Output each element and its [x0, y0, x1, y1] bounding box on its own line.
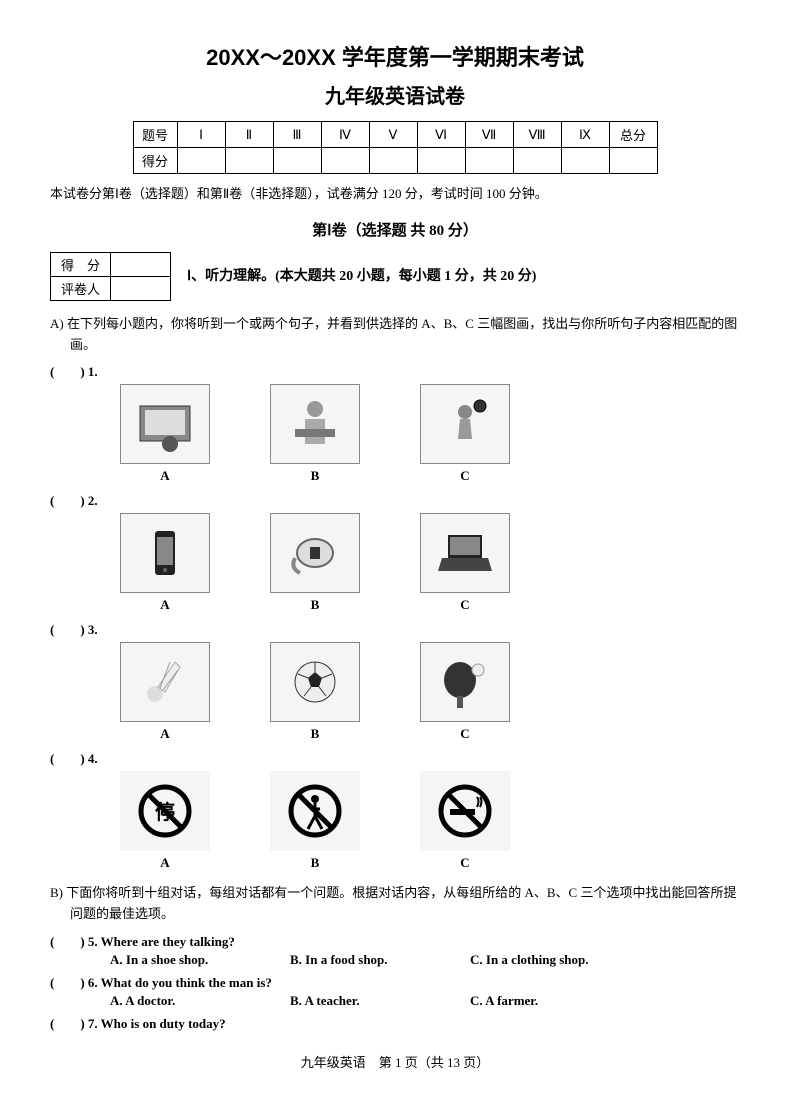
- pingpong-icon: [420, 642, 510, 722]
- score-cell[interactable]: [417, 148, 465, 174]
- row-header: 题号: [133, 122, 177, 148]
- reviewer-value[interactable]: [111, 276, 171, 300]
- text-question: ( ) 7. Who is on duty today?: [50, 1013, 740, 1032]
- section-header: 第Ⅰ卷（选择题 共 80 分）: [50, 219, 740, 240]
- main-title: 20XX～20XX 学年度第一学期期末考试: [50, 40, 740, 72]
- text-options-row: A. In a shoe shop.B. In a food shop.C. I…: [50, 952, 740, 968]
- no-smoke-icon: [420, 771, 510, 851]
- text-option: B. In a food shop.: [290, 952, 470, 968]
- question-number: ( ) 4.: [50, 748, 740, 767]
- image-option: B: [270, 513, 360, 613]
- text-option: A. A doctor.: [110, 993, 290, 1009]
- option-label: A: [120, 726, 210, 742]
- option-label: B: [270, 726, 360, 742]
- part-a-description: A) 在下列每小题内，你将听到一个或两个句子，并看到供选择的 A、B、C 三幅图…: [50, 314, 740, 356]
- question-number: ( ) 3.: [50, 619, 740, 638]
- score-cell[interactable]: [177, 148, 225, 174]
- image-option: C: [420, 642, 510, 742]
- score-cell[interactable]: [561, 148, 609, 174]
- image-options-row: A B C: [50, 513, 740, 613]
- image-options-row: A B C: [50, 384, 740, 484]
- watch-icon: [270, 513, 360, 593]
- score-value[interactable]: [111, 252, 171, 276]
- score-table: 题号 Ⅰ Ⅱ Ⅲ Ⅳ Ⅴ Ⅵ Ⅶ Ⅷ Ⅸ 总分 得分: [133, 121, 658, 174]
- image-option: C: [420, 384, 510, 484]
- image-option: B: [270, 771, 360, 871]
- image-options-row: 停A B C: [50, 771, 740, 871]
- no-stop-icon: 停: [120, 771, 210, 851]
- soccer-icon: [420, 384, 510, 464]
- option-label: B: [270, 597, 360, 613]
- option-label: B: [270, 468, 360, 484]
- text-option: C. A farmer.: [470, 993, 650, 1009]
- option-label: C: [420, 597, 510, 613]
- tv-icon: [120, 384, 210, 464]
- shuttlecock-icon: [120, 642, 210, 722]
- image-option: C: [420, 513, 510, 613]
- text-options-row: A. A doctor.B. A teacher.C. A farmer.: [50, 993, 740, 1009]
- image-option: A: [120, 642, 210, 742]
- col-header: Ⅳ: [321, 122, 369, 148]
- part-b-description: B) 下面你将听到十组对话，每组对话都有一个问题。根据对话内容，从每组所给的 A…: [50, 883, 740, 925]
- score-label: 得 分: [51, 252, 111, 276]
- score-cell[interactable]: [321, 148, 369, 174]
- grader-table: 得 分 评卷人: [50, 252, 171, 301]
- col-header: Ⅵ: [417, 122, 465, 148]
- sub-title: 九年级英语试卷: [50, 80, 740, 109]
- question-number: ( ) 1.: [50, 361, 740, 380]
- image-option: A: [120, 513, 210, 613]
- col-header: Ⅸ: [561, 122, 609, 148]
- no-walk-icon: [270, 771, 360, 851]
- option-label: B: [270, 855, 360, 871]
- reading-icon: [270, 384, 360, 464]
- score-cell[interactable]: [609, 148, 657, 174]
- score-cell[interactable]: [465, 148, 513, 174]
- option-label: C: [420, 468, 510, 484]
- score-cell[interactable]: [513, 148, 561, 174]
- laptop-icon: [420, 513, 510, 593]
- option-label: C: [420, 726, 510, 742]
- option-label: A: [120, 468, 210, 484]
- image-option: 停A: [120, 771, 210, 871]
- reviewer-label: 评卷人: [51, 276, 111, 300]
- image-option: C: [420, 771, 510, 871]
- col-header: 总分: [609, 122, 657, 148]
- option-label: A: [120, 597, 210, 613]
- col-header: Ⅴ: [369, 122, 417, 148]
- option-label: A: [120, 855, 210, 871]
- score-cell[interactable]: [225, 148, 273, 174]
- text-question: ( ) 5. Where are they talking?: [50, 931, 740, 950]
- image-options-row: A B C: [50, 642, 740, 742]
- col-header: Ⅷ: [513, 122, 561, 148]
- col-header: Ⅱ: [225, 122, 273, 148]
- question-number: ( ) 2.: [50, 490, 740, 509]
- phone-icon: [120, 513, 210, 593]
- text-question: ( ) 6. What do you think the man is?: [50, 972, 740, 991]
- text-option: C. In a clothing shop.: [470, 952, 650, 968]
- football-icon: [270, 642, 360, 722]
- image-option: B: [270, 642, 360, 742]
- exam-instructions: 本试卷分第Ⅰ卷（选择题）和第Ⅱ卷（非选择题），试卷满分 120 分，考试时间 1…: [50, 184, 740, 205]
- page-footer: 九年级英语 第 1 页（共 13 页）: [50, 1052, 740, 1071]
- row-header: 得分: [133, 148, 177, 174]
- image-option: A: [120, 384, 210, 484]
- score-cell[interactable]: [273, 148, 321, 174]
- col-header: Ⅲ: [273, 122, 321, 148]
- col-header: Ⅶ: [465, 122, 513, 148]
- text-option: B. A teacher.: [290, 993, 470, 1009]
- image-option: B: [270, 384, 360, 484]
- col-header: Ⅰ: [177, 122, 225, 148]
- option-label: C: [420, 855, 510, 871]
- score-cell[interactable]: [369, 148, 417, 174]
- text-option: A. In a shoe shop.: [110, 952, 290, 968]
